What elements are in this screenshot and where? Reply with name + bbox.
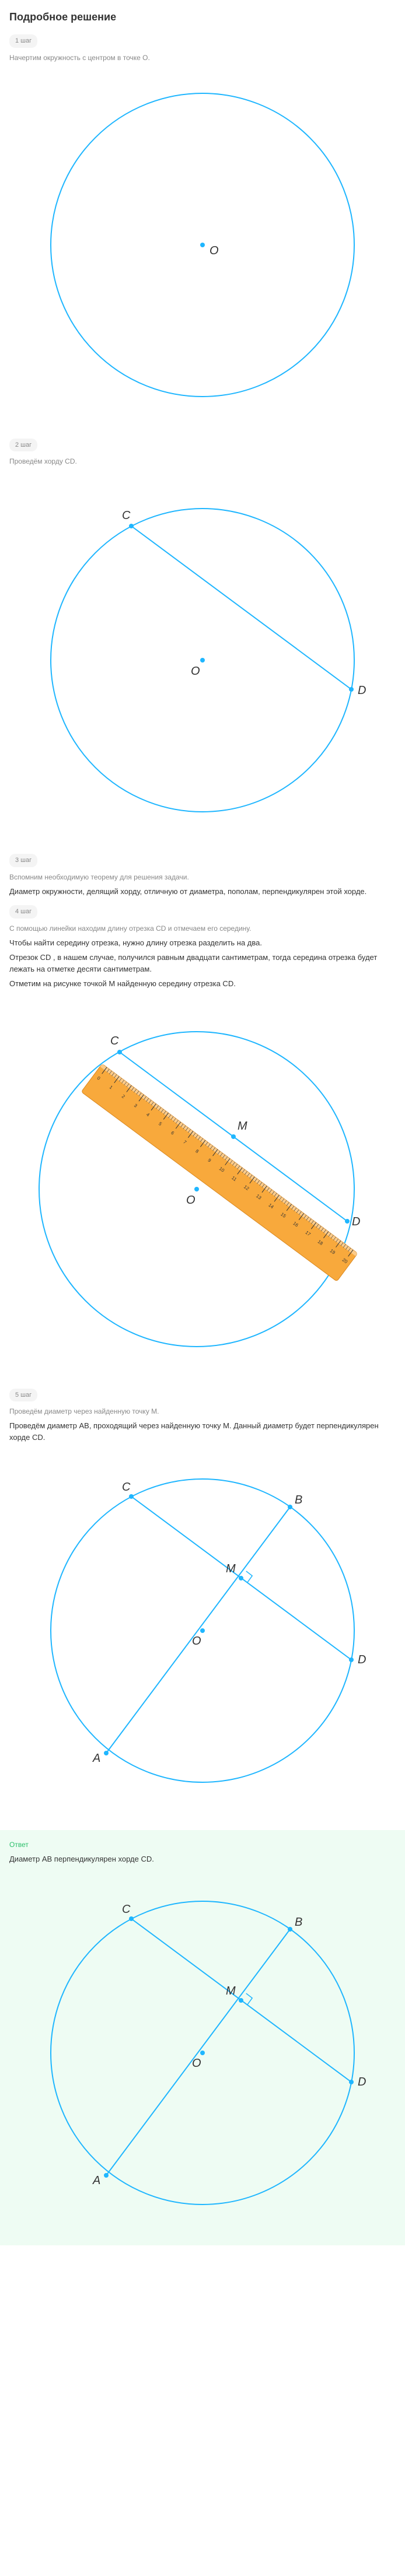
svg-text:D: D [358, 684, 366, 697]
step-body-text: Диаметр окружности, делящий хорду, отлич… [9, 886, 396, 898]
answer-block: Ответ Диаметр AB перпендикулярен хорде C… [0, 1830, 405, 2245]
step-badge: 3 шаг [9, 854, 37, 867]
figure-svg: C B M O D A [27, 1450, 378, 1800]
svg-text:C: C [122, 509, 131, 522]
svg-text:O: O [191, 665, 200, 678]
step-badge: 2 шаг [9, 439, 37, 452]
figure-svg: O [27, 70, 378, 420]
answer-text: Диаметр AB перпендикулярен хорде CD. [9, 1853, 396, 1865]
step-desc: Вспомним необходимую теорему для решения… [9, 872, 396, 882]
svg-text:O: O [186, 1194, 195, 1207]
svg-text:D: D [352, 1215, 360, 1228]
svg-text:D: D [358, 2076, 366, 2088]
step-badge: 5 шаг [9, 1389, 37, 1402]
step-desc: Проведём диаметр через найденную точку M… [9, 1406, 396, 1417]
svg-text:O: O [192, 1635, 201, 1648]
step-body-text: Проведём диаметр AB, проходящий через на… [9, 1420, 396, 1443]
svg-text:O: O [210, 244, 219, 257]
svg-text:B: B [295, 1916, 302, 1929]
svg-text:C: C [122, 1481, 131, 1494]
step-body-text: Чтобы найти середину отрезка, нужно длин… [9, 937, 396, 949]
steps-root: 1 шаг Начертим окружность с центром в точ… [9, 30, 396, 1800]
step-body-text: Отметим на рисунке точкой M найденную се… [9, 978, 396, 990]
step-figure: O [9, 70, 396, 420]
svg-text:A: A [92, 1752, 100, 1765]
solution-container: Подробное решение 1 шаг Начертим окружнос… [0, 0, 405, 1823]
step-body-text: Отрезок CD , в нашем случае, получился р… [9, 952, 396, 975]
answer-figure: C B M O D A [9, 1872, 396, 2222]
svg-text:O: O [192, 2057, 201, 2070]
svg-text:A: A [92, 2174, 100, 2187]
step-desc: Проведём хорду CD. [9, 456, 396, 467]
step-badge: 4 шаг [9, 905, 37, 919]
step-figure: 01234567891011121314151617181920CMOD [9, 997, 396, 1370]
step-figure: C B M O D A [9, 1450, 396, 1800]
step-desc: С помощью линейки находим длину отрезка … [9, 923, 396, 934]
figure-svg: 01234567891011121314151617181920CMOD [22, 997, 383, 1370]
svg-text:C: C [110, 1035, 119, 1047]
answer-label: Ответ [9, 1839, 396, 1850]
svg-text:D: D [358, 1653, 366, 1666]
step-figure: C D O [9, 474, 396, 835]
step-badge: 1 шаг [9, 34, 37, 48]
figure-svg: C D O [27, 474, 378, 835]
svg-text:C: C [122, 1903, 131, 1916]
svg-text:M: M [226, 1985, 236, 1997]
svg-text:M: M [238, 1120, 247, 1133]
figure-svg: C B M O D A [27, 1872, 378, 2222]
svg-text:B: B [295, 1494, 302, 1506]
page-title: Подробное решение [9, 9, 396, 25]
svg-text:M: M [226, 1562, 236, 1575]
step-desc: Начертим окружность с центром в точке O. [9, 52, 396, 63]
